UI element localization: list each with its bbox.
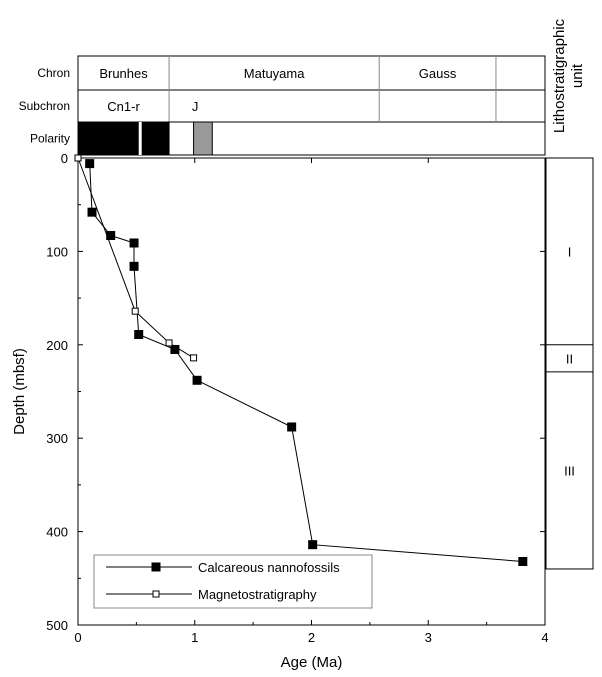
nannofossil-point	[129, 238, 139, 248]
strips-frame	[77, 55, 546, 156]
litho-unit-label: III	[564, 463, 575, 478]
magnetostratigraphy-point	[165, 339, 173, 347]
y-axis-title: Depth (mbsf)	[11, 348, 28, 435]
legend-label: Magnetostratigraphy	[198, 587, 317, 602]
y-tick-label: 400	[46, 525, 68, 540]
polarity-block	[138, 122, 143, 155]
y-tick-label: 0	[61, 151, 68, 166]
nannofossil-point	[192, 375, 202, 385]
x-axis-title: Age (Ma)	[281, 654, 343, 671]
x-tick-label: 3	[425, 630, 432, 645]
x-tick-label: 4	[541, 630, 548, 645]
series-line-magnetostratigraphy	[77, 157, 194, 359]
x-tick-label: 1	[191, 630, 198, 645]
x-tick-label: 0	[74, 630, 81, 645]
y-tick-label: 500	[46, 618, 68, 633]
nannofossil-point	[518, 556, 528, 566]
polarity-row-label: Polarity	[30, 132, 70, 146]
litho-unit-label: II	[566, 351, 573, 366]
nannofossil-point	[308, 540, 318, 550]
litho-unit-label: I	[568, 244, 572, 259]
subchron-row-label: Subchron	[19, 99, 70, 113]
magnetostratigraphy-point	[74, 154, 82, 162]
magnetostratigraphy-point	[190, 354, 198, 362]
plot-area: 0 1 2 3 4 0 100 200 300 400 500 Age (Ma) Depth (mbsf…	[11, 151, 549, 671]
nannofossil-point	[129, 261, 139, 271]
polarity-block	[193, 121, 213, 156]
polarity-block	[141, 121, 170, 156]
y-tick-label: 100	[46, 244, 68, 259]
polarity-block	[77, 121, 140, 156]
magnetostratigraphy-point	[131, 307, 139, 315]
legend-marker	[151, 562, 161, 572]
y-tick-label: 200	[46, 338, 68, 353]
nannofossil-point	[85, 159, 95, 169]
legend-marker	[152, 590, 160, 598]
subchron-name: J	[192, 99, 199, 114]
nannofossil-point	[287, 422, 297, 432]
nannofossil-point	[87, 207, 97, 217]
y-tick-label: 300	[46, 431, 68, 446]
chron-row-label: Chron	[37, 66, 70, 80]
chron-name: Gauss	[419, 66, 457, 81]
x-tick-label: 2	[308, 630, 315, 645]
chron-name: Matuyama	[244, 66, 305, 81]
litho-title-line2: unit	[569, 63, 586, 88]
nannofossil-point	[134, 330, 144, 340]
litho-title-line1: Lithostratigraphic	[551, 18, 568, 133]
litho-title: Lithostratigraphicunit	[551, 18, 586, 133]
subchron-name: Cn1-r	[107, 99, 140, 114]
litho-frame	[545, 157, 594, 570]
legend-label: Calcareous nannofossils	[198, 560, 340, 575]
legend: Calcareous nannofossils Magnetostratigrap…	[93, 554, 373, 609]
legend-box	[93, 554, 373, 609]
chronostratigraphy-strips: Chron Subchron Polarity Brunhes Matuyama Gaus…	[19, 55, 546, 156]
series-line-calcareous-nannofossils	[89, 163, 523, 562]
chron-name: Brunhes	[99, 66, 148, 81]
